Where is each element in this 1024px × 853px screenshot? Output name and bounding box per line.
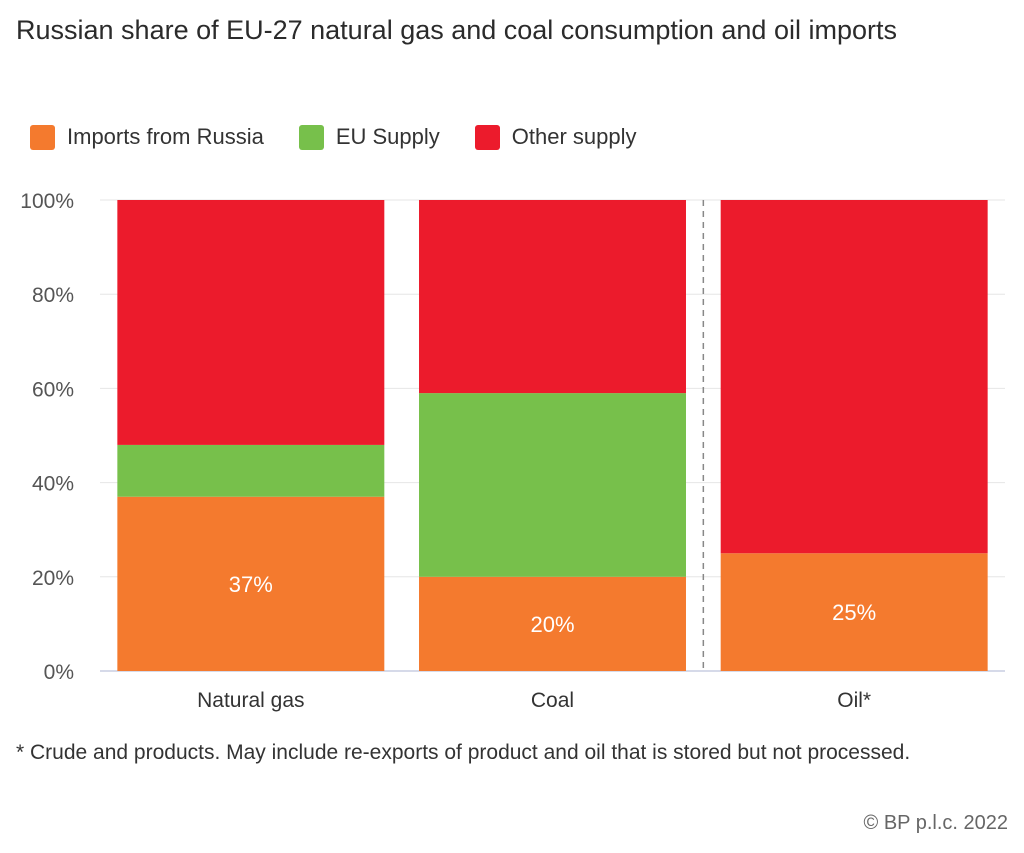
bar-segment-eu-supply[interactable] [419,393,686,577]
legend-label-other-supply: Other supply [511,124,637,149]
y-tick-label: 40% [32,473,74,496]
bar-segment-other-supply[interactable] [419,200,686,394]
legend-swatch-russia [30,124,55,150]
bar-segment-imports-from-russia[interactable] [117,496,385,671]
legend-swatch-eu-supply [298,124,324,150]
y-tick-label: 60% [32,378,74,401]
bar-segment-eu-supply[interactable] [117,444,385,497]
data-label: 25% [832,600,876,625]
legend-item-russia[interactable]: Imports from Russia [30,124,264,150]
bar-segment-imports-from-russia[interactable] [419,576,686,671]
bar-segment-other-supply[interactable] [117,200,385,445]
y-tick-label: 20% [32,567,74,590]
data-label: 20% [530,612,574,637]
legend-item-eu-supply[interactable]: EU Supply [298,124,440,150]
legend: Imports from Russia EU Supply Other supp… [30,124,672,150]
bar-segment-other-supply[interactable] [720,200,988,554]
stacked-bar-chart: 0% 20% 40% 60% 80% 100% 37% Natural gas 20% Coal 2… [20,190,1005,712]
footnote: * Crude and products. May include re-exp… [16,741,911,764]
legend-item-other-supply[interactable]: Other supply [474,124,637,150]
legend-label-eu-supply: EU Supply [335,124,440,149]
y-tick-label: 80% [32,284,74,307]
legend-label-russia: Imports from Russia [67,124,264,149]
legend-swatch-other-supply [474,124,500,150]
x-tick-label: Oil* [837,689,871,712]
x-tick-label: Coal [531,689,574,712]
x-tick-label: Natural gas [197,689,304,712]
bar-segment-imports-from-russia[interactable] [720,553,988,671]
y-tick-label: 100% [20,190,74,213]
chart-title: Russian share of EU-27 natural gas and c… [16,15,897,45]
y-tick-label: 0% [44,661,74,684]
data-label: 37% [229,572,273,597]
copyright: © BP p.l.c. 2022 [863,812,1008,834]
